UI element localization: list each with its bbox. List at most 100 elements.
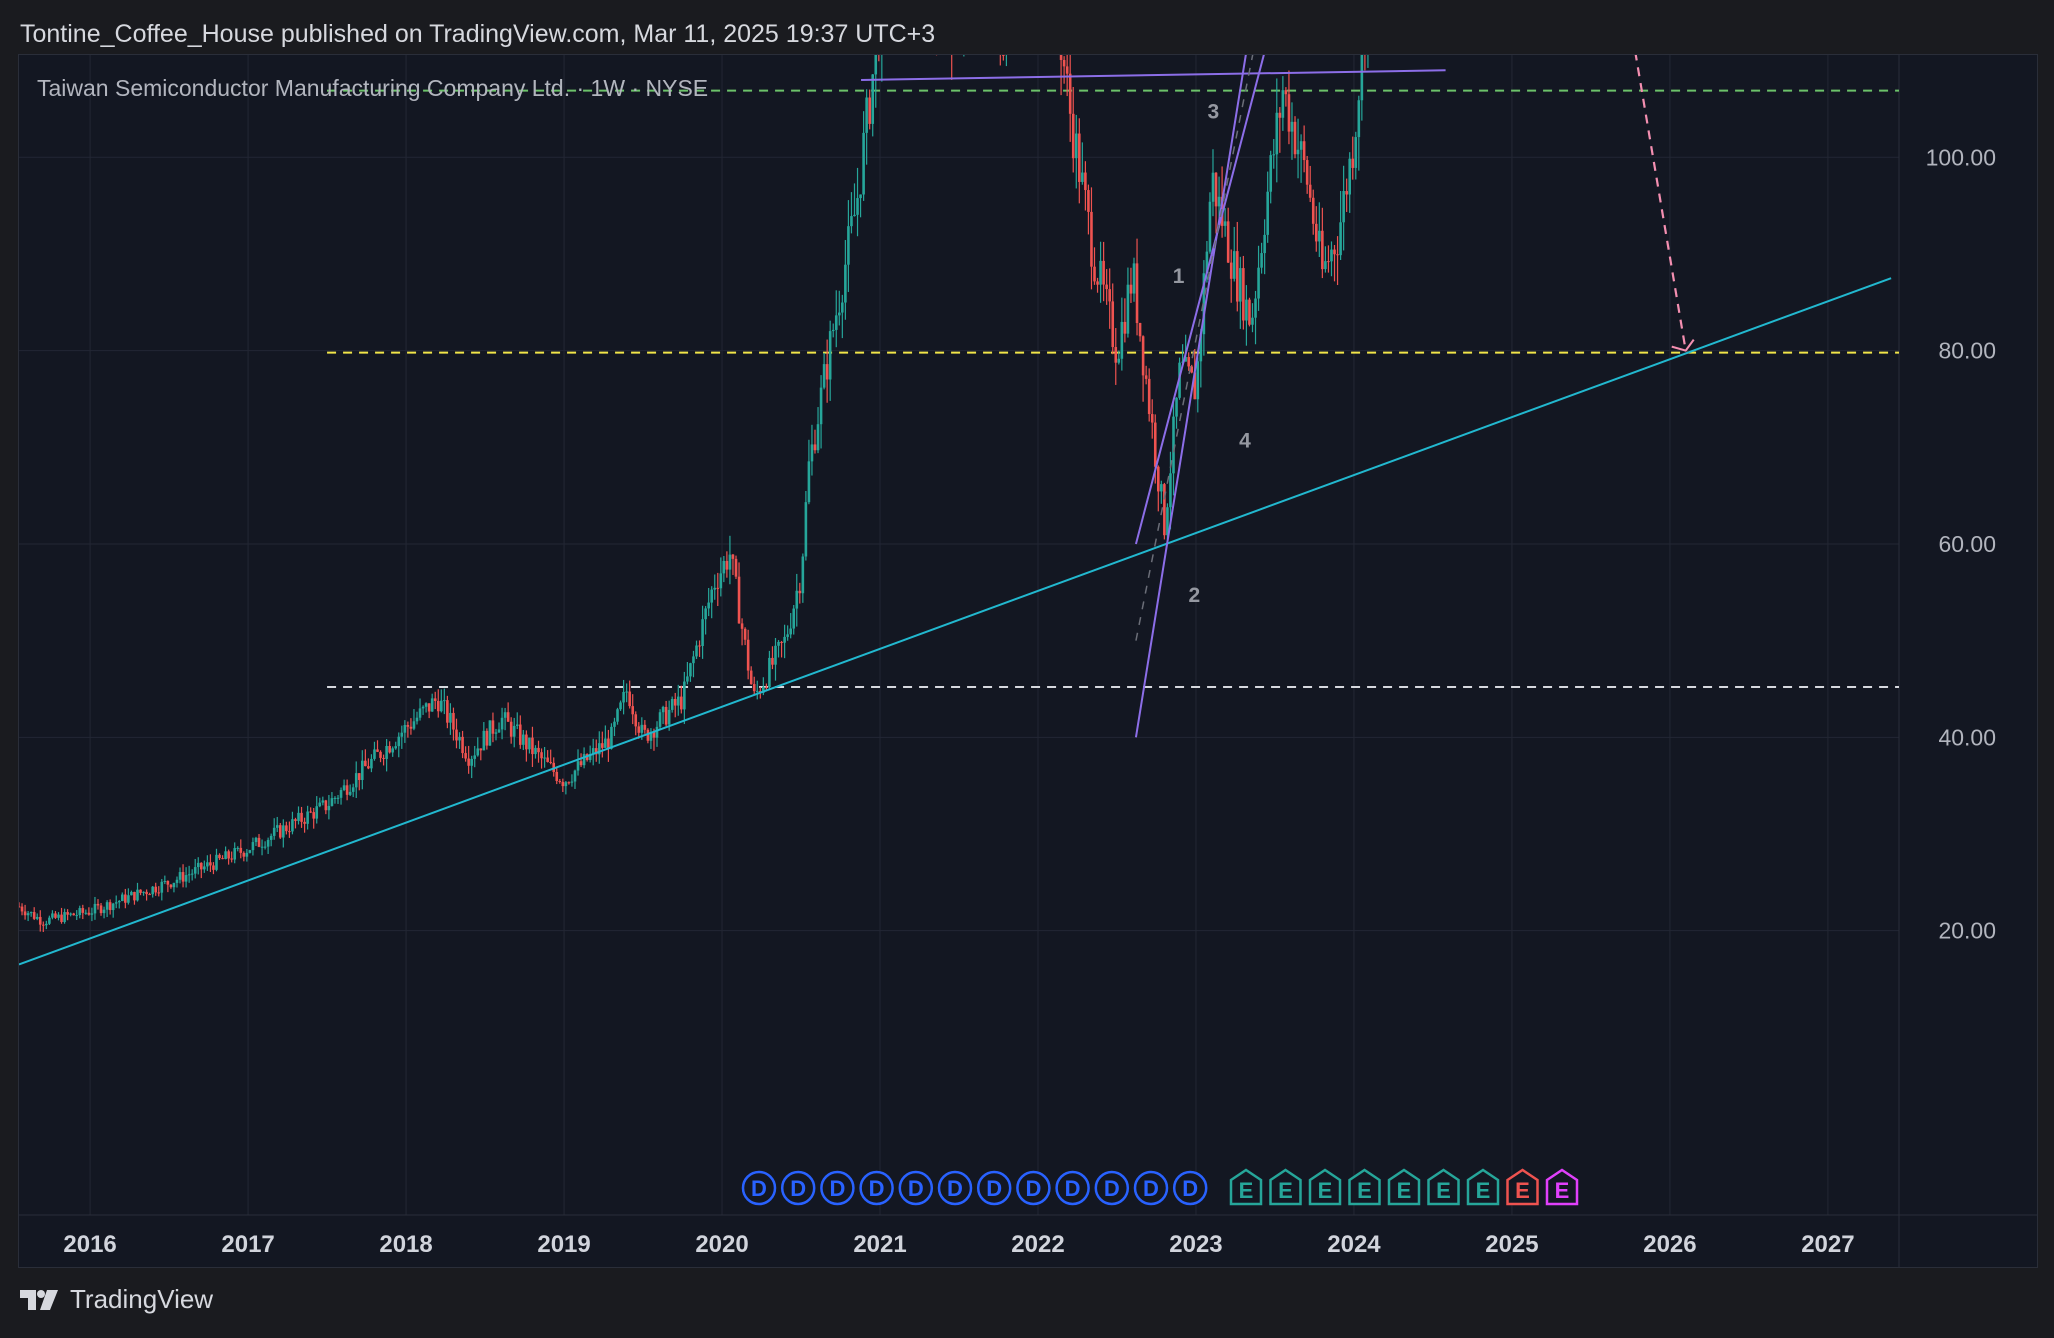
y-axis-tick-label: 60.00: [1938, 531, 1996, 557]
dividend-marker[interactable]: [1016, 1170, 1051, 1206]
candle-body: [130, 891, 133, 896]
projection-path[interactable]: [1512, 55, 1687, 351]
candle-body: [1251, 317, 1254, 325]
candle-body: [1135, 263, 1139, 324]
dividend-marker[interactable]: [1055, 1170, 1090, 1206]
candle-body: [1327, 261, 1330, 263]
candle-body: [528, 737, 531, 750]
candle-body: [361, 760, 364, 780]
candle-body: [291, 819, 294, 832]
dividend-marker[interactable]: [1133, 1170, 1169, 1206]
candle-body: [661, 706, 665, 713]
candle-body: [446, 700, 449, 723]
candle-body: [725, 560, 729, 570]
dividend-marker[interactable]: [1172, 1170, 1208, 1206]
candle-body: [87, 912, 91, 915]
candle-body: [1339, 222, 1342, 256]
candle-body: [196, 862, 200, 868]
candle-body: [573, 770, 577, 782]
earnings-marker[interactable]: [1269, 1168, 1302, 1206]
price-chart[interactable]: 20.0040.0060.0080.00100.00120.00140.0016…: [19, 55, 2037, 1267]
candle-body: [670, 698, 674, 710]
earnings-marker[interactable]: [1545, 1168, 1579, 1206]
candle-body: [1272, 154, 1276, 156]
chart-panel[interactable]: 20.0040.0060.0080.00100.00120.00140.0016…: [18, 54, 2038, 1268]
candle-body: [789, 628, 792, 635]
candle-body: [777, 641, 780, 646]
x-axis-tick-label: 2016: [63, 1231, 116, 1258]
earnings-marker[interactable]: [1229, 1168, 1263, 1206]
candle-body: [1002, 55, 1005, 56]
earnings-marker[interactable]: [1308, 1168, 1342, 1206]
dividend-marker[interactable]: [780, 1170, 816, 1206]
candle-body: [686, 676, 689, 682]
candle-body: [1187, 357, 1190, 367]
candle-body: [333, 797, 337, 799]
earnings-marker[interactable]: [1348, 1168, 1381, 1206]
candle-body: [245, 852, 249, 857]
candle-body: [1242, 268, 1245, 321]
dividend-marker[interactable]: [898, 1170, 934, 1206]
candle-body: [1229, 262, 1233, 279]
candle-body: [841, 302, 844, 313]
candle-body: [1336, 254, 1339, 256]
candle-body: [1160, 484, 1163, 492]
channel-midline[interactable]: [1135, 55, 1294, 641]
dividend-marker[interactable]: [859, 1170, 894, 1206]
earnings-marker[interactable]: [1466, 1168, 1500, 1206]
candle-body: [1163, 484, 1166, 536]
candle-body: [1157, 466, 1160, 492]
support-trendline[interactable]: [19, 277, 1892, 966]
candle-body: [837, 312, 841, 316]
dividend-marker[interactable]: [976, 1170, 1012, 1206]
channel-line[interactable]: [861, 69, 1446, 81]
candle-body: [631, 706, 635, 715]
candle-body: [376, 749, 379, 752]
candle-body: [400, 732, 404, 737]
x-axis-tick-label: 2025: [1485, 1231, 1538, 1258]
candle-body: [272, 827, 276, 836]
candle-body: [452, 712, 455, 730]
candle-body: [215, 854, 218, 870]
candle-body: [1081, 172, 1084, 182]
candle-body: [84, 912, 88, 914]
candle-body: [616, 709, 619, 722]
candle-body: [1105, 284, 1108, 290]
dividend-marker[interactable]: [741, 1170, 777, 1206]
channel-line[interactable]: [1134, 55, 1294, 545]
dividend-marker[interactable]: [1094, 1170, 1130, 1206]
candle-body: [166, 880, 170, 885]
earnings-marker[interactable]: [1427, 1168, 1460, 1206]
candle-body: [421, 706, 425, 709]
candle-body: [710, 589, 713, 603]
elliott-wave-label: 2: [1189, 584, 1201, 607]
candle-body: [850, 216, 853, 227]
candle-body: [755, 690, 759, 692]
candle-body: [275, 825, 279, 828]
x-axis-tick-label: 2027: [1801, 1231, 1854, 1258]
candle-body: [810, 444, 814, 462]
candle-body: [716, 587, 720, 589]
candle-body: [1284, 90, 1288, 95]
earnings-marker[interactable]: [1506, 1168, 1539, 1206]
candle-body: [752, 684, 756, 692]
candle-body: [673, 698, 677, 706]
candle-body: [35, 916, 39, 919]
candle-body: [683, 681, 686, 710]
candle-body: [470, 758, 473, 766]
candle-body: [330, 798, 334, 806]
x-axis-tick-label: 2019: [537, 1231, 590, 1258]
candle-body: [157, 892, 161, 894]
candle-body: [1211, 172, 1215, 202]
candle-body: [221, 858, 224, 860]
earnings-marker-label: E: [1239, 1178, 1254, 1203]
dividend-marker[interactable]: [937, 1170, 973, 1206]
dividend-marker[interactable]: [820, 1170, 855, 1206]
candle-body: [768, 657, 771, 688]
candle-body: [1263, 234, 1266, 254]
candle-body: [288, 831, 291, 833]
candle-body: [193, 867, 197, 874]
candle-body: [236, 847, 240, 849]
candle-body: [145, 891, 148, 895]
earnings-marker[interactable]: [1387, 1168, 1421, 1206]
